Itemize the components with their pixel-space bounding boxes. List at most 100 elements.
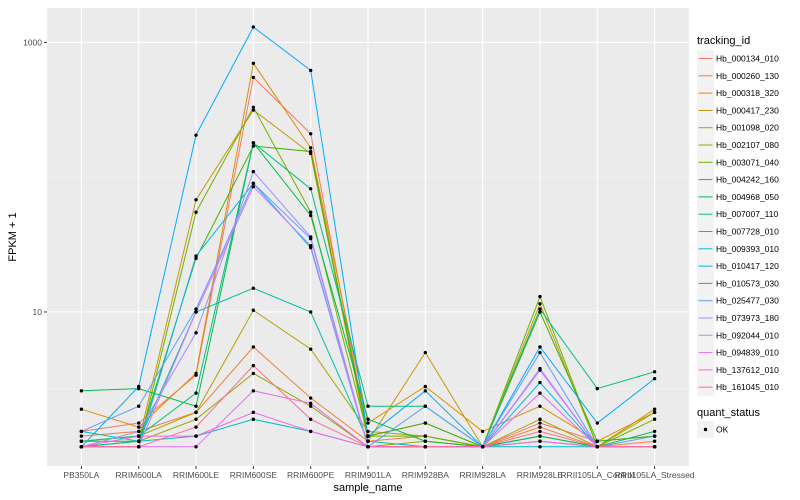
data-points — [79, 25, 657, 449]
data-point — [137, 439, 141, 443]
x-tick-label: RRIM600LE — [173, 470, 220, 480]
data-point — [308, 187, 313, 191]
data-point — [308, 68, 313, 73]
data-point — [251, 169, 256, 174]
y-axis: 10 1000 — [23, 37, 47, 317]
data-point — [595, 421, 599, 425]
data-point — [137, 404, 141, 408]
x-axis: PB350LA RRIM600LA RRIM600LE RRIM600SE RRIM60… — [63, 466, 695, 480]
data-point — [595, 445, 599, 449]
data-point — [137, 384, 141, 389]
data-point — [308, 429, 313, 434]
data-point — [194, 445, 198, 449]
data-point — [251, 286, 256, 290]
data-point — [251, 417, 256, 421]
data-point — [538, 429, 542, 434]
data-point — [595, 439, 599, 443]
data-point — [538, 302, 542, 306]
data-point — [366, 439, 370, 443]
data-point — [652, 407, 657, 411]
data-point — [308, 213, 313, 218]
data-point — [194, 371, 198, 376]
data-point — [251, 61, 256, 65]
legend-label: Hb_009393_010 — [716, 244, 779, 254]
data-point — [194, 331, 198, 335]
data-point — [308, 417, 313, 421]
data-point — [652, 434, 657, 438]
x-tick-label: RRIM901LA — [345, 470, 392, 480]
data-point — [538, 391, 542, 395]
data-point — [194, 307, 198, 311]
legend-label: Hb_003071_040 — [716, 157, 779, 167]
data-point — [308, 146, 313, 150]
data-point — [251, 144, 256, 148]
legend-label: Hb_000318_320 — [716, 88, 779, 98]
data-point — [251, 345, 256, 349]
data-point — [194, 210, 198, 214]
data-point — [308, 396, 313, 400]
data-point — [308, 347, 313, 351]
data-point — [308, 310, 313, 314]
data-point — [308, 404, 313, 408]
data-point — [79, 434, 84, 438]
legend-label: Hb_007728_010 — [716, 227, 779, 237]
y-axis-title: FPKM + 1 — [7, 212, 19, 261]
data-point — [652, 370, 657, 374]
data-point — [480, 429, 485, 434]
data-point — [194, 425, 198, 429]
x-axis-title: sample_name — [333, 482, 402, 494]
legend-label: Hb_161045_010 — [716, 382, 779, 392]
data-point — [79, 429, 84, 434]
x-tick-label: RRIM600LA — [116, 470, 163, 480]
data-point — [308, 244, 313, 248]
legend-label: Hb_025477_030 — [716, 296, 779, 306]
data-point — [538, 417, 542, 421]
data-point — [137, 445, 141, 449]
data-point — [423, 350, 428, 355]
data-point — [194, 391, 198, 395]
data-point — [366, 445, 370, 449]
data-point — [308, 401, 313, 406]
data-point — [423, 389, 428, 393]
legend-label: Hb_137612_010 — [716, 365, 779, 375]
data-point — [538, 421, 542, 425]
data-point — [137, 429, 141, 434]
data-point — [538, 310, 542, 314]
data-point — [251, 410, 256, 415]
data-point — [538, 434, 542, 438]
data-point — [251, 105, 256, 110]
data-point — [79, 389, 84, 393]
data-point — [423, 384, 428, 389]
data-point — [595, 386, 599, 391]
data-point — [194, 434, 198, 438]
data-point — [251, 108, 256, 112]
data-point — [538, 350, 542, 355]
legend-title: tracking_id — [697, 35, 750, 47]
data-point — [137, 425, 141, 429]
data-point — [366, 404, 370, 408]
x-tick-label: RRIM928BA — [402, 470, 450, 480]
data-point — [194, 310, 198, 314]
x-tick-label: RRIM928LA — [459, 470, 506, 480]
data-point — [423, 421, 428, 425]
legend-label: Hb_000417_230 — [716, 105, 779, 115]
data-point — [652, 429, 657, 434]
legend-label: Hb_002107_080 — [716, 140, 779, 150]
data-point — [652, 417, 657, 421]
data-point — [251, 141, 256, 145]
y-tick-label: 1000 — [23, 37, 42, 47]
data-point — [423, 439, 428, 443]
legend-label: Hb_001098_020 — [716, 123, 779, 133]
data-point — [79, 407, 84, 411]
data-point — [308, 210, 313, 214]
data-point — [137, 434, 141, 438]
x-tick-label: PB350LA — [63, 470, 99, 480]
shape-legend-point — [703, 427, 708, 432]
data-point — [538, 368, 542, 372]
data-point — [652, 376, 657, 381]
legend-items: Hb_000134_010 Hb_000260_130 Hb_000318_320 H… — [697, 50, 779, 396]
legend-label: Hb_094839_010 — [716, 348, 779, 358]
data-point — [423, 434, 428, 438]
